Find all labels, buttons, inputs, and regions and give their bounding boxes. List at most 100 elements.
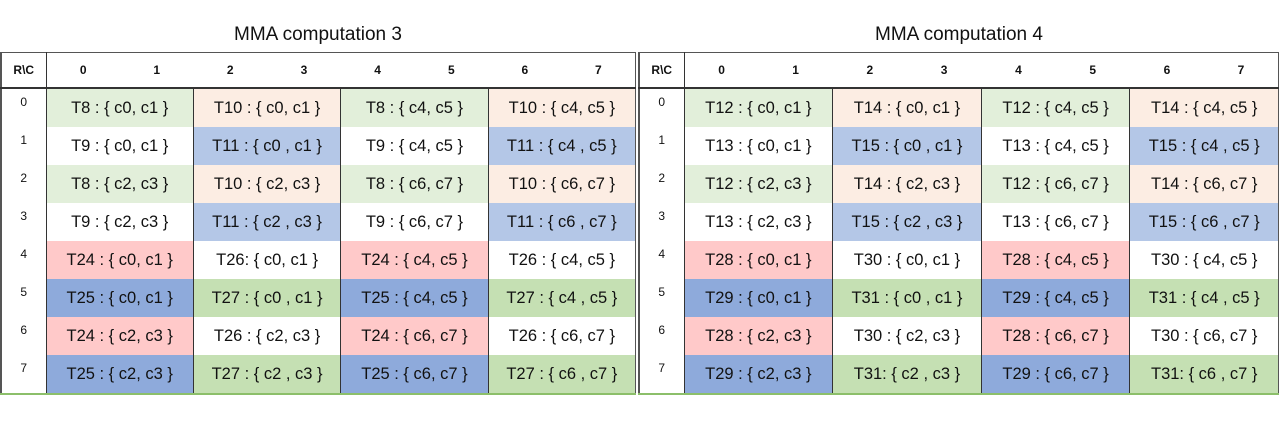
- thread-cell: T30 : { c2, c3 }: [832, 317, 982, 355]
- thread-cell: T8 : { c2, c3 }: [45, 165, 194, 203]
- thread-cell: T14 : { c4, c5 }: [1129, 88, 1279, 127]
- thread-cell: T27 : { c4 , c5 }: [487, 279, 636, 317]
- thread-cell: T15 : { c6 , c7 }: [1129, 203, 1279, 241]
- thread-cell: T13 : { c0, c1 }: [683, 127, 833, 165]
- thread-cell: T11 : { c2 , c3 }: [192, 203, 341, 241]
- column-header: 2: [226, 63, 234, 77]
- thread-cell: T30 : { c4, c5 }: [1129, 241, 1279, 279]
- column-header: 4: [374, 63, 381, 77]
- mma-computation-3-table: R\C 0 1 2 3 4 5 6 7 0 T8 : { c0, c1 } T10 : { c0, c…: [0, 52, 636, 395]
- column-header: 0: [718, 63, 725, 77]
- table-row: 7 T29 : { c2, c3 } T31: { c2 , c3 } T29 : {…: [639, 355, 1279, 394]
- thread-cell: T10 : { c4, c5 }: [487, 88, 636, 127]
- thread-cell: T26 : { c4, c5 }: [487, 241, 636, 279]
- thread-cell: T30 : { c0, c1 }: [832, 241, 982, 279]
- thread-cell: T12 : { c6, c7 }: [980, 165, 1130, 203]
- thread-cell: T8 : { c0, c1 }: [45, 88, 194, 127]
- column-header: 5: [447, 63, 455, 77]
- thread-cell: T30 : { c6, c7 }: [1129, 317, 1279, 355]
- thread-cell: T31: { c6 , c7 }: [1129, 355, 1279, 394]
- thread-cell: T9 : { c2, c3 }: [45, 203, 194, 241]
- column-header: 7: [594, 63, 602, 77]
- row-label: 7: [639, 355, 685, 394]
- table-row: 1 T9 : { c0, c1 } T11 : { c0 , c1 } T9 : { …: [1, 127, 636, 165]
- table-row: 3 T13 : { c2, c3 } T15 : { c2 , c3 } T13 : …: [639, 203, 1279, 241]
- thread-cell: T11 : { c4 , c5 }: [487, 127, 636, 165]
- row-col-corner: R\C: [1, 52, 47, 89]
- thread-cell: T8 : { c6, c7 }: [340, 165, 489, 203]
- thread-cell: T28 : { c0, c1 }: [683, 241, 833, 279]
- row-label: 5: [1, 279, 47, 317]
- column-header: 5: [1089, 63, 1097, 77]
- thread-cell: T29 : { c4, c5 }: [980, 279, 1130, 317]
- thread-cell: T27 : { c0 , c1 }: [192, 279, 341, 317]
- thread-cell: T28 : { c6, c7 }: [980, 317, 1130, 355]
- table-row: 2 T8 : { c2, c3 } T10 : { c2, c3 } T8 : { c…: [1, 165, 636, 203]
- table-row: 6 T24 : { c2, c3 } T26 : { c2, c3 } T24 : {…: [1, 317, 636, 355]
- table-row: 3 T9 : { c2, c3 } T11 : { c2 , c3 } T9 : { …: [1, 203, 636, 241]
- table-row: 4 T24 : { c0, c1 } T26: { c0, c1 } T24 : { …: [1, 241, 636, 279]
- column-header: 1: [153, 63, 160, 77]
- thread-cell: T29 : { c2, c3 }: [683, 355, 833, 394]
- row-label: 3: [1, 203, 47, 241]
- thread-cell: T15 : { c2 , c3 }: [832, 203, 982, 241]
- header-row: R\C 0 1 2 3 4 5 6 7: [639, 52, 1279, 89]
- thread-cell: T13 : { c2, c3 }: [683, 203, 833, 241]
- row-label: 4: [1, 241, 47, 279]
- thread-cell: T11 : { c6 , c7 }: [487, 203, 636, 241]
- column-header: 0: [79, 63, 87, 77]
- column-header: 3: [300, 63, 308, 77]
- mma-computation-4-title: MMA computation 4: [875, 24, 1043, 45]
- thread-cell: T27 : { c2 , c3 }: [192, 355, 341, 394]
- thread-cell: T31: { c2 , c3 }: [832, 355, 982, 394]
- row-label: 2: [1, 165, 47, 203]
- row-label: 3: [639, 203, 685, 241]
- table-row: 6 T28 : { c2, c3 } T30 : { c2, c3 } T28 : {…: [639, 317, 1279, 355]
- thread-cell: T13 : { c6, c7 }: [980, 203, 1130, 241]
- thread-cell: T27 : { c6 , c7 }: [487, 355, 636, 394]
- thread-cell: T28 : { c2, c3 }: [683, 317, 833, 355]
- row-label: 5: [639, 279, 685, 317]
- table-row: 7 T25 : { c2, c3 } T27 : { c2 , c3 } T25 : …: [1, 355, 636, 394]
- thread-cell: T9 : { c4, c5 }: [340, 127, 489, 165]
- thread-cell: T28 : { c4, c5 }: [980, 241, 1130, 279]
- mma-computation-3-title: MMA computation 3: [234, 24, 402, 45]
- thread-cell: T31 : { c4 , c5 }: [1129, 279, 1279, 317]
- table-row: 0 T12 : { c0, c1 } T14 : { c0, c1 } T12 : {…: [639, 88, 1279, 127]
- thread-cell: T13 : { c4, c5 }: [980, 127, 1130, 165]
- thread-cell: T14 : { c2, c3 }: [832, 165, 982, 203]
- row-label: 0: [639, 88, 685, 127]
- column-header: 6: [1163, 63, 1171, 77]
- thread-cell: T10 : { c2, c3 }: [192, 165, 341, 203]
- column-header: 3: [940, 63, 948, 77]
- row-col-corner: R\C: [639, 52, 685, 89]
- row-label: 1: [1, 127, 47, 165]
- row-label: 2: [639, 165, 685, 203]
- thread-cell: T26: { c0, c1 }: [192, 241, 341, 279]
- thread-cell: T29 : { c0, c1 }: [683, 279, 833, 317]
- column-header: 6: [521, 63, 529, 77]
- thread-cell: T25 : { c0, c1 }: [45, 279, 194, 317]
- thread-cell: T8 : { c4, c5 }: [340, 88, 489, 127]
- thread-cell: T26 : { c6, c7 }: [487, 317, 636, 355]
- thread-cell: T24 : { c2, c3 }: [45, 317, 194, 355]
- thread-cell: T31 : { c0 , c1 }: [832, 279, 982, 317]
- table-row: 5 T25 : { c0, c1 } T27 : { c0 , c1 } T25 : …: [1, 279, 636, 317]
- thread-cell: T9 : { c0, c1 }: [45, 127, 194, 165]
- row-label: 7: [1, 355, 47, 394]
- mma-computation-4-table: R\C 0 1 2 3 4 5 6 7 0 T12 : { c0, c1 } T14 : { c0, …: [638, 52, 1279, 395]
- thread-cell: T24 : { c0, c1 }: [45, 241, 194, 279]
- column-header: 7: [1237, 63, 1245, 77]
- row-label: 6: [639, 317, 685, 355]
- column-header: 1: [792, 63, 799, 77]
- thread-cell: T29 : { c6, c7 }: [980, 355, 1130, 394]
- row-label: 1: [639, 127, 685, 165]
- row-label: 0: [1, 88, 47, 127]
- thread-cell: T9 : { c6, c7 }: [340, 203, 489, 241]
